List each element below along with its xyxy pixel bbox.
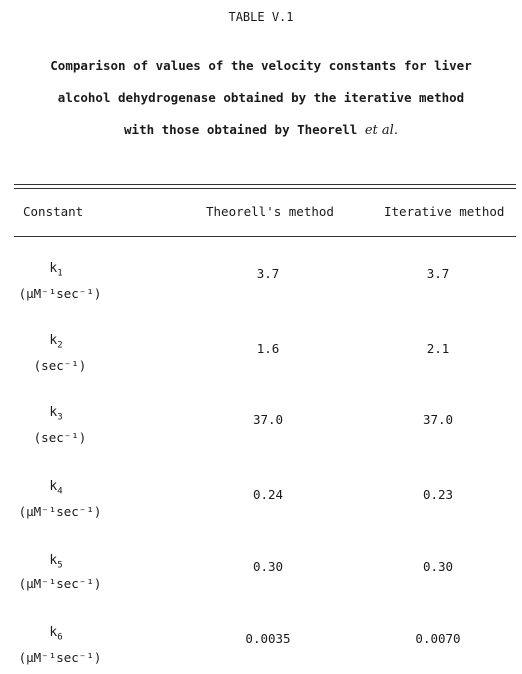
constant-symbol: k6 [14,626,98,639]
constant-unit: (μM⁻¹sec⁻¹) [10,504,110,519]
header-rule [14,236,516,237]
constant-subscript: 6 [57,633,62,643]
iterative-value: 2.1 [398,341,478,356]
constant-subscript: 2 [57,341,62,351]
constant-symbol: k2 [14,334,98,347]
caption-line-3-prefix: with those obtained by Theorell [124,122,365,137]
constant-unit: (μM⁻¹sec⁻¹) [10,286,110,301]
iterative-value: 0.0070 [398,631,478,646]
header-theorell-method: Theorell's method [206,204,334,219]
constant-subscript: 4 [57,487,62,497]
iterative-value: 3.7 [398,266,478,281]
constant-symbol: k4 [14,480,98,493]
theorell-value: 0.24 [228,487,308,502]
theorell-value: 37.0 [228,412,308,427]
caption-line-3: with those obtained by Theorell et al. [0,122,522,138]
constant-symbol: k1 [14,262,98,275]
constant-symbol: k3 [14,406,98,419]
constant-symbol: k5 [14,554,98,567]
caption-et-al: et al. [365,123,398,138]
theorell-value: 0.30 [228,559,308,574]
constant-unit: (sec⁻¹) [10,358,110,373]
constant-unit: (μM⁻¹sec⁻¹) [10,576,110,591]
table-top-rule-inner [14,188,516,189]
header-iterative-method: Iterative method [384,204,504,219]
iterative-value: 37.0 [398,412,478,427]
theorell-value: 3.7 [228,266,308,281]
caption-line-2: alcohol dehydrogenase obtained by the it… [0,90,522,105]
theorell-value: 0.0035 [228,631,308,646]
constant-subscript: 3 [57,413,62,423]
iterative-value: 0.30 [398,559,478,574]
header-constant: Constant [23,204,83,219]
constant-subscript: 1 [57,269,62,279]
constant-subscript: 5 [57,561,62,571]
table-top-rule [14,184,516,185]
table-title: TABLE V.1 [0,10,522,24]
constant-unit: (μM⁻¹sec⁻¹) [10,650,110,665]
theorell-value: 1.6 [228,341,308,356]
caption-line-1: Comparison of values of the velocity con… [0,58,522,73]
iterative-value: 0.23 [398,487,478,502]
constant-unit: (sec⁻¹) [10,430,110,445]
